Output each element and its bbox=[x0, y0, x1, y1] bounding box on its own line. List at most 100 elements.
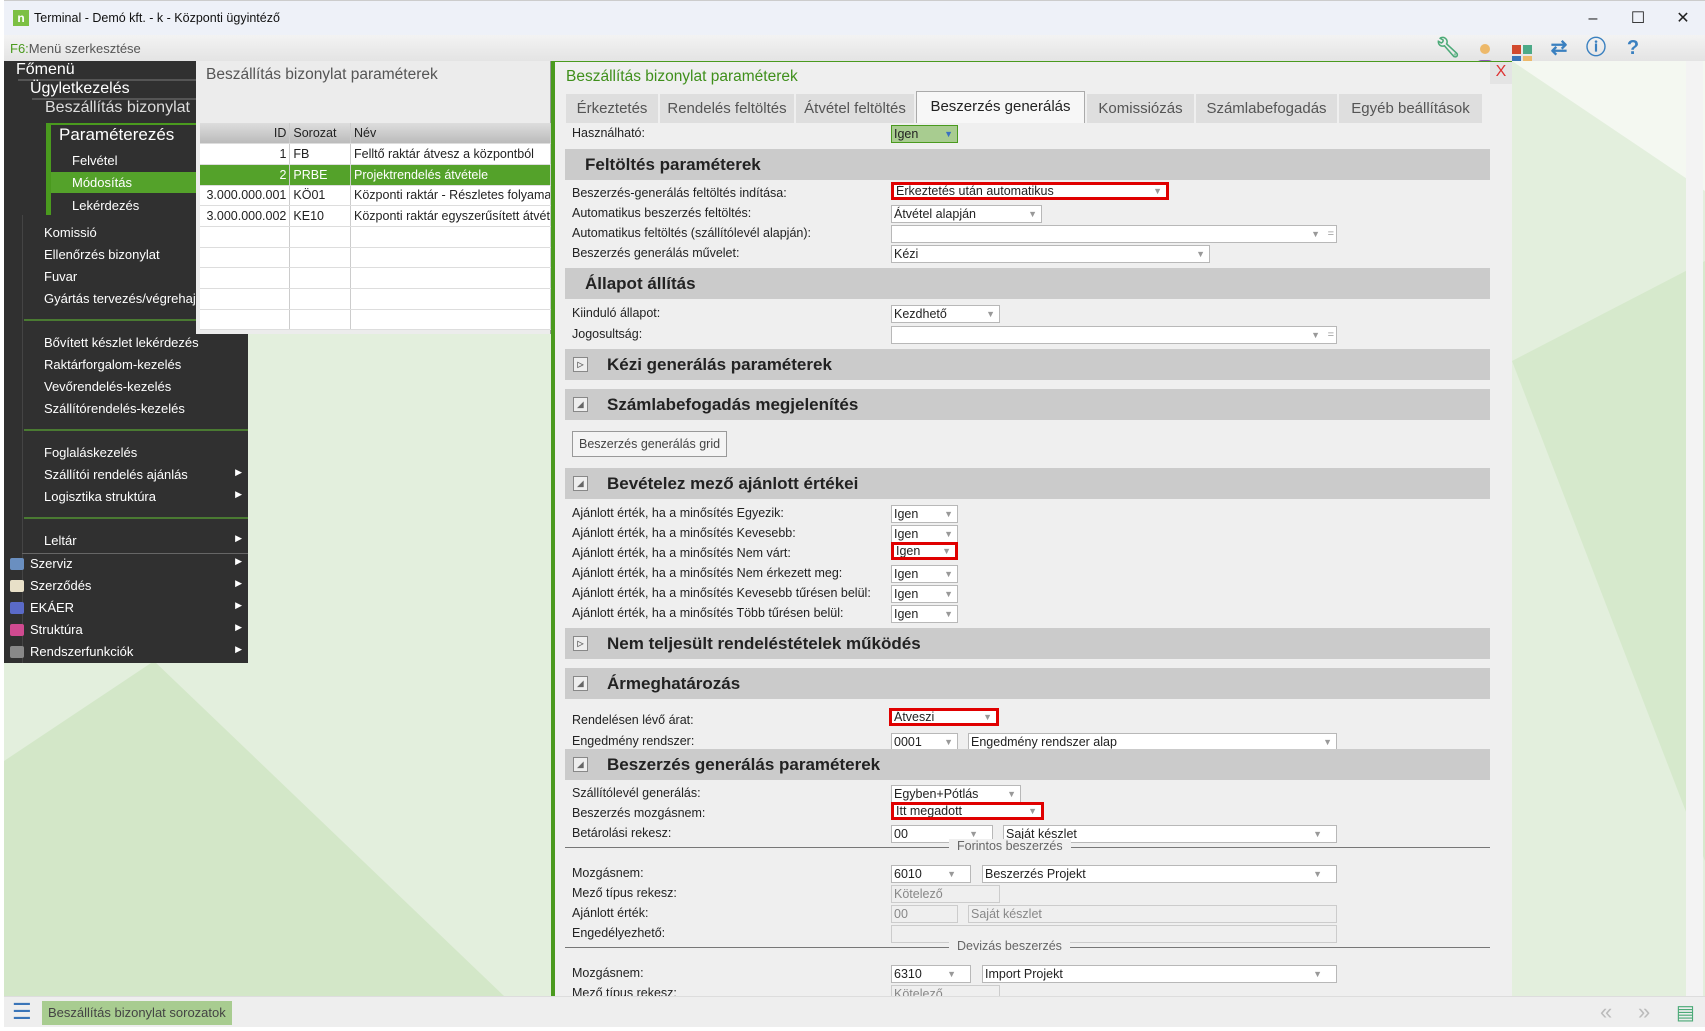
tab-rendeles-feltoltes[interactable]: Rendelés feltöltés bbox=[660, 94, 794, 123]
menu-level-parameterezes[interactable]: Paraméterezés bbox=[59, 125, 175, 144]
menu-item[interactable]: Fuvar bbox=[44, 269, 78, 284]
menu-item-felvetel[interactable]: Felvétel bbox=[72, 153, 118, 168]
tab-komissiozas[interactable]: Komissiózás bbox=[1087, 94, 1194, 123]
column-header-id[interactable]: ID bbox=[200, 123, 291, 145]
menu-item[interactable]: Foglaláskezelés bbox=[44, 445, 138, 460]
menu-item-szerzodes[interactable]: Szerződés ▶ bbox=[4, 578, 248, 593]
tiles-icon[interactable] bbox=[1504, 35, 1540, 65]
menu-item-rendszerfunkciok[interactable]: Rendszerfunkciók ▶ bbox=[4, 644, 248, 659]
chevron-down-icon: ▼ bbox=[944, 589, 953, 599]
user-icon[interactable] bbox=[1467, 35, 1503, 69]
tab-egyeb-beallitasok[interactable]: Egyéb beállítások bbox=[1339, 94, 1482, 123]
section-nem-teljesult[interactable]: ▷ Nem teljesült rendeléstételek működés bbox=[565, 628, 1490, 659]
menu-item[interactable]: Gyártás tervezés/végrehajtás bbox=[44, 291, 214, 306]
section-kezi-generalas[interactable]: ▷ Kézi generálás paraméterek bbox=[565, 349, 1490, 380]
list-icon[interactable]: = bbox=[1327, 329, 1334, 341]
collapse-icon[interactable]: ◢ bbox=[573, 676, 588, 691]
menu-level-beszallitas[interactable]: Beszállítás bizonylat bbox=[45, 99, 190, 116]
menu-item-szerviz[interactable]: Szerviz ▶ bbox=[4, 556, 248, 571]
menu-level-ugyletkezeles[interactable]: Ügyletkezelés bbox=[30, 80, 130, 97]
storage-code-select[interactable]: 00 ▼ bbox=[891, 825, 993, 843]
status-tab[interactable]: Beszállítás bizonylat sorozatok bbox=[42, 1001, 232, 1025]
notes-icon[interactable]: ▤ bbox=[1676, 1002, 1695, 1024]
list-icon[interactable]: = bbox=[1327, 228, 1334, 240]
close-dialog-button[interactable]: X bbox=[1490, 62, 1512, 84]
menu-item-submenu[interactable]: Logisztika struktúra ▶ bbox=[44, 489, 242, 504]
previous-icon[interactable]: « bbox=[1600, 999, 1613, 1024]
field-label: Mozgásnem: bbox=[572, 866, 644, 880]
menu-item[interactable]: Raktárforgalom-kezelés bbox=[44, 357, 182, 372]
minimize-button[interactable]: – bbox=[1588, 10, 1598, 27]
menu-edit-button[interactable]: F6:Menü szerkesztése bbox=[10, 41, 141, 56]
menu-item-lekerdezes[interactable]: Lekérdezés bbox=[72, 198, 140, 213]
expand-icon[interactable]: ▷ bbox=[573, 357, 588, 372]
price-select[interactable]: Átveszi ▼ bbox=[889, 708, 999, 726]
collapse-icon[interactable]: ◢ bbox=[573, 757, 588, 772]
storage-select[interactable]: Saját készlet ▼ bbox=[1003, 825, 1337, 843]
menu-item[interactable]: Vevőrendelés-kezelés bbox=[44, 379, 172, 394]
cell-id: 1 bbox=[200, 143, 291, 165]
usable-select[interactable]: Igen ▼ bbox=[891, 125, 958, 143]
delivery-note-select[interactable]: Egyben+Pótlás ▼ bbox=[891, 785, 1021, 803]
tab-szamlabefogadas[interactable]: Számlabefogadás bbox=[1196, 94, 1337, 123]
section-bevetelez[interactable]: ◢ Bevételez mező ajánlott értékei bbox=[565, 468, 1490, 499]
huf-movement-code-select[interactable]: 6010 ▼ bbox=[891, 865, 971, 883]
maximize-button[interactable]: ☐ bbox=[1630, 10, 1646, 27]
table-row-selected[interactable]: 2 PRBE Projektrendelés átvétele bbox=[200, 164, 551, 186]
tab-atvetel-feltoltes[interactable]: Átvétel feltöltés bbox=[796, 94, 914, 123]
info-icon[interactable]: ⓘ bbox=[1586, 37, 1606, 59]
operation-select[interactable]: Kézi ▼ bbox=[891, 245, 1210, 263]
recommended-select[interactable]: Igen ▼ bbox=[891, 565, 958, 583]
recommended-select-highlighted[interactable]: Igen ▼ bbox=[891, 542, 958, 560]
tab-erkeztetes[interactable]: Érkeztetés bbox=[566, 94, 658, 123]
menu-root[interactable]: Főmenü bbox=[16, 61, 75, 78]
swap-icon[interactable]: ⇄ bbox=[1550, 37, 1568, 59]
fx-movement-code-select[interactable]: 6310 ▼ bbox=[891, 965, 971, 983]
column-header-sorozat[interactable]: Sorozat bbox=[289, 123, 351, 145]
section-armeghatarozas[interactable]: ◢ Ármeghatározás bbox=[565, 668, 1490, 699]
chevron-down-icon: ▼ bbox=[944, 509, 953, 519]
section-beszerzes-generalas[interactable]: ◢ Beszerzés generálás paraméterek bbox=[565, 749, 1490, 780]
menu-item-ekaer[interactable]: EKÁER ▶ bbox=[4, 600, 248, 615]
menu-item-submenu[interactable]: Szállítói rendelés ajánlás ▶ bbox=[44, 467, 242, 482]
recommended-select[interactable]: Igen ▼ bbox=[891, 525, 958, 543]
table-row[interactable]: 3.000.000.001 KÖ01 Központi raktár - Részl… bbox=[200, 185, 551, 207]
menu-item[interactable]: Ellenőrzés bizonylat bbox=[44, 247, 160, 262]
menu-item[interactable]: Komissió bbox=[44, 225, 97, 240]
collapse-icon[interactable]: ◢ bbox=[573, 476, 588, 491]
close-window-button[interactable]: ✕ bbox=[1676, 10, 1690, 27]
movement-type-select[interactable]: Itt megadott ▼ bbox=[891, 802, 1044, 820]
fx-movement-select[interactable]: Import Projekt ▼ bbox=[982, 965, 1337, 983]
menu-item[interactable]: Bővített készlet lekérdezés bbox=[44, 335, 199, 350]
column-header-nev[interactable]: Név bbox=[350, 123, 551, 145]
huf-movement-select[interactable]: Beszerzés Projekt ▼ bbox=[982, 865, 1337, 883]
auto-fill-select[interactable]: Átvétel alapján ▼ bbox=[891, 205, 1042, 223]
chevron-down-icon: ▼ bbox=[1028, 806, 1037, 816]
permission-select[interactable]: ▼ = bbox=[891, 326, 1337, 344]
chevron-down-icon: ▼ bbox=[1196, 249, 1205, 259]
table-row[interactable]: 3.000.000.002 KE10 Központi raktár egyszer… bbox=[200, 205, 551, 227]
menu-item[interactable]: Szállítórendelés-kezelés bbox=[44, 401, 185, 416]
recommended-select[interactable]: Igen ▼ bbox=[891, 505, 958, 523]
tab-beszerzes-generalas[interactable]: Beszerzés generálás bbox=[916, 91, 1085, 123]
next-icon[interactable]: » bbox=[1638, 999, 1651, 1024]
fill-start-select[interactable]: Érkeztetés után automatikus ▼ bbox=[891, 182, 1169, 200]
recommended-select[interactable]: Igen ▼ bbox=[891, 585, 958, 603]
help-icon[interactable]: ? bbox=[1626, 37, 1640, 59]
menu-item-struktura[interactable]: Struktúra ▶ bbox=[4, 622, 248, 637]
expand-icon[interactable]: ▷ bbox=[573, 636, 588, 651]
menu-item-modositas[interactable]: Módosítás bbox=[51, 172, 196, 193]
hamburger-menu-icon[interactable]: ☰ bbox=[12, 999, 32, 1024]
grid-button[interactable]: Beszerzés generálás grid bbox=[572, 431, 728, 457]
table-row[interactable]: 1 FB Felltő raktár átvesz a központból bbox=[200, 143, 551, 165]
menu-item-submenu[interactable]: Leltár ▶ bbox=[44, 533, 242, 548]
scrollbar[interactable] bbox=[1686, 61, 1703, 996]
initial-state-select[interactable]: Kezdhető ▼ bbox=[891, 305, 1000, 323]
discount-system-select[interactable]: Engedmény rendszer alap ▼ bbox=[968, 733, 1337, 751]
collapse-icon[interactable]: ◢ bbox=[573, 397, 588, 412]
wrench-icon[interactable]: 🔧︎ bbox=[1435, 37, 1461, 59]
auto-fill-delivery-select[interactable]: ▼ = bbox=[891, 225, 1337, 243]
recommended-select[interactable]: Igen ▼ bbox=[891, 605, 958, 623]
section-szamlabefogadas[interactable]: ◢ Számlabefogadás megjelenítés bbox=[565, 389, 1490, 420]
menu-separator bbox=[24, 319, 248, 321]
